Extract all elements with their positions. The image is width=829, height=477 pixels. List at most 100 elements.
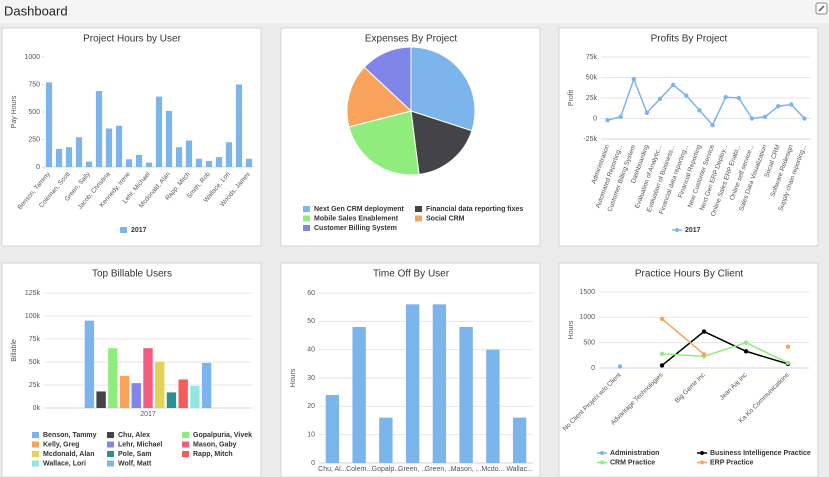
legend-swatch (32, 460, 39, 467)
legend-label: Mason, Gaby (193, 441, 237, 448)
legend-swatch (107, 460, 114, 467)
edit-icon (818, 5, 825, 12)
series-line (607, 76, 805, 127)
bar (379, 417, 393, 463)
point (785, 344, 791, 349)
point (617, 364, 623, 369)
y-tick-label: 30 (307, 375, 315, 382)
bar (155, 96, 163, 167)
bar (165, 110, 173, 167)
legend-swatch (32, 441, 39, 448)
y-axis-label: Billable (11, 339, 18, 362)
panel (1, 27, 262, 247)
pie-slice (410, 46, 476, 132)
pie-slice (346, 66, 413, 128)
legend-label: 2017 (131, 227, 147, 234)
point (762, 114, 768, 120)
point (659, 351, 665, 357)
y-tick-label: -25k (583, 136, 597, 143)
legend-label: Mcdonald, Alan (43, 451, 94, 458)
x-tick-label: Mason, ... (451, 466, 482, 473)
x-tick-label: Colem... (346, 466, 372, 473)
x-tick-label: Mcdo... (481, 466, 504, 473)
point (736, 95, 742, 101)
legend-swatch (32, 451, 39, 457)
bar (175, 147, 183, 167)
pie-slice (363, 46, 412, 113)
y-tick-label: 125k (25, 290, 41, 297)
legend-label: ERP Practice (710, 459, 754, 466)
legend-marker (700, 451, 704, 455)
chart-title: Profits By Project (651, 34, 728, 45)
bar (131, 383, 141, 408)
y-tick-label: 60 (307, 290, 315, 297)
point (697, 108, 702, 113)
legend-swatch (182, 432, 189, 438)
header-title: Dashboard (4, 3, 68, 18)
bar (432, 304, 447, 463)
bar (225, 142, 233, 167)
y-axis-label: Profit (568, 90, 575, 106)
bar (486, 349, 500, 463)
point (701, 329, 707, 334)
bar (235, 84, 243, 167)
bar (325, 395, 340, 463)
legend-swatch (415, 215, 422, 222)
x-tick-label: Gopalp... (372, 466, 400, 473)
legend-swatch (415, 206, 422, 212)
y-axis-label: Hours (290, 368, 297, 387)
chart-title: Time Off By User (373, 269, 450, 280)
legend-swatch (303, 215, 310, 222)
y-tick-label: 50k (586, 74, 598, 81)
point (743, 349, 749, 354)
bar (45, 82, 53, 167)
legend-swatch (107, 432, 114, 438)
panel (558, 27, 819, 247)
pie-slice (348, 110, 420, 176)
legend-label: Customer Billing System (314, 225, 397, 232)
bar (105, 128, 113, 167)
chart-title: Top Billable Users (92, 269, 172, 280)
y-tick-label: 1000 (579, 314, 595, 321)
legend-label: Rapp, Mitch (193, 451, 233, 458)
point (723, 94, 728, 100)
point (749, 116, 755, 121)
y-axis-label: Pay Hours (11, 95, 18, 128)
point (684, 93, 689, 98)
y-tick-label: 1500 (579, 289, 595, 296)
legend-swatch (107, 441, 114, 448)
y-tick-label: 50k (29, 359, 41, 366)
y-axis-label: Hours (568, 320, 575, 339)
point (775, 104, 781, 109)
legend-label: Next Gen CRM deployment (314, 206, 405, 213)
bar (143, 348, 153, 408)
y-tick-label: 750 (28, 81, 40, 88)
bar (178, 379, 188, 408)
legend-swatch (32, 432, 39, 438)
legend-swatch (107, 451, 114, 457)
point (802, 116, 807, 121)
legend-label: Administration (610, 450, 659, 457)
bar (190, 385, 200, 408)
legend-swatch (182, 451, 189, 457)
y-tick-label: 500 (28, 109, 40, 116)
legend-label: Business Intelligence Practice (710, 450, 811, 457)
bar (75, 137, 83, 167)
legend-label: Mobile Sales Enablement (314, 215, 399, 222)
x-tick-label: Green, ... (425, 466, 454, 473)
x-tick-label: 2017 (140, 411, 156, 418)
panel (1, 262, 262, 477)
legend-marker (675, 228, 679, 232)
y-tick-label: 0 (593, 115, 597, 122)
bar (119, 375, 130, 408)
point (618, 114, 623, 120)
bar (85, 161, 93, 167)
legend-label: Benson, Tammy (43, 432, 97, 439)
chart-title: Project Hours by User (83, 34, 181, 45)
x-tick-label: Green, ... (398, 466, 427, 473)
y-tick-label: 20 (307, 403, 315, 410)
point (657, 96, 663, 102)
bar (459, 327, 473, 463)
y-tick-label: 75k (29, 336, 41, 343)
